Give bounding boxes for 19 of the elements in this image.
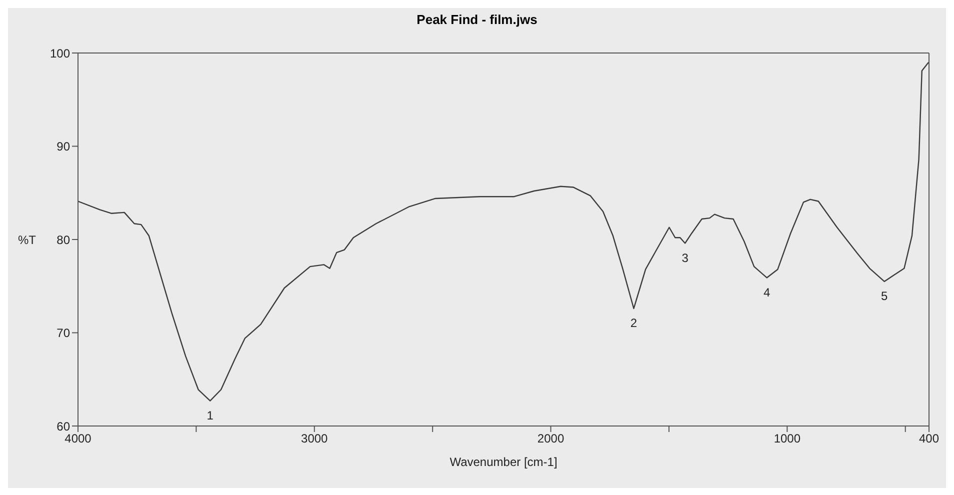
x-tick-label: 1000 [774,432,801,446]
chart-title: Peak Find - film.jws [416,11,538,28]
y-tick-label: 90 [56,140,70,154]
annotation: 5 [880,288,888,303]
y-tick-label: 80 [56,232,70,247]
x-tick-label: 4000 [64,432,92,446]
line-series [78,62,929,402]
annotation: 2 [630,316,638,330]
x-axis-title: Wavenumber [cm-1] [450,455,558,469]
annotation: 1 [206,408,214,422]
annotation: 4 [763,285,770,300]
annotation: 3 [682,250,689,265]
x-tick-label: 3000 [301,432,328,446]
y-tick-label: 60 [56,419,70,434]
y-tick-label: 70 [56,326,70,340]
y-tick-label: 100 [50,46,70,60]
x-tick-label: 2000 [537,432,564,446]
y-axis-title: %T [18,232,37,247]
x-tick-label: 400 [918,432,940,446]
